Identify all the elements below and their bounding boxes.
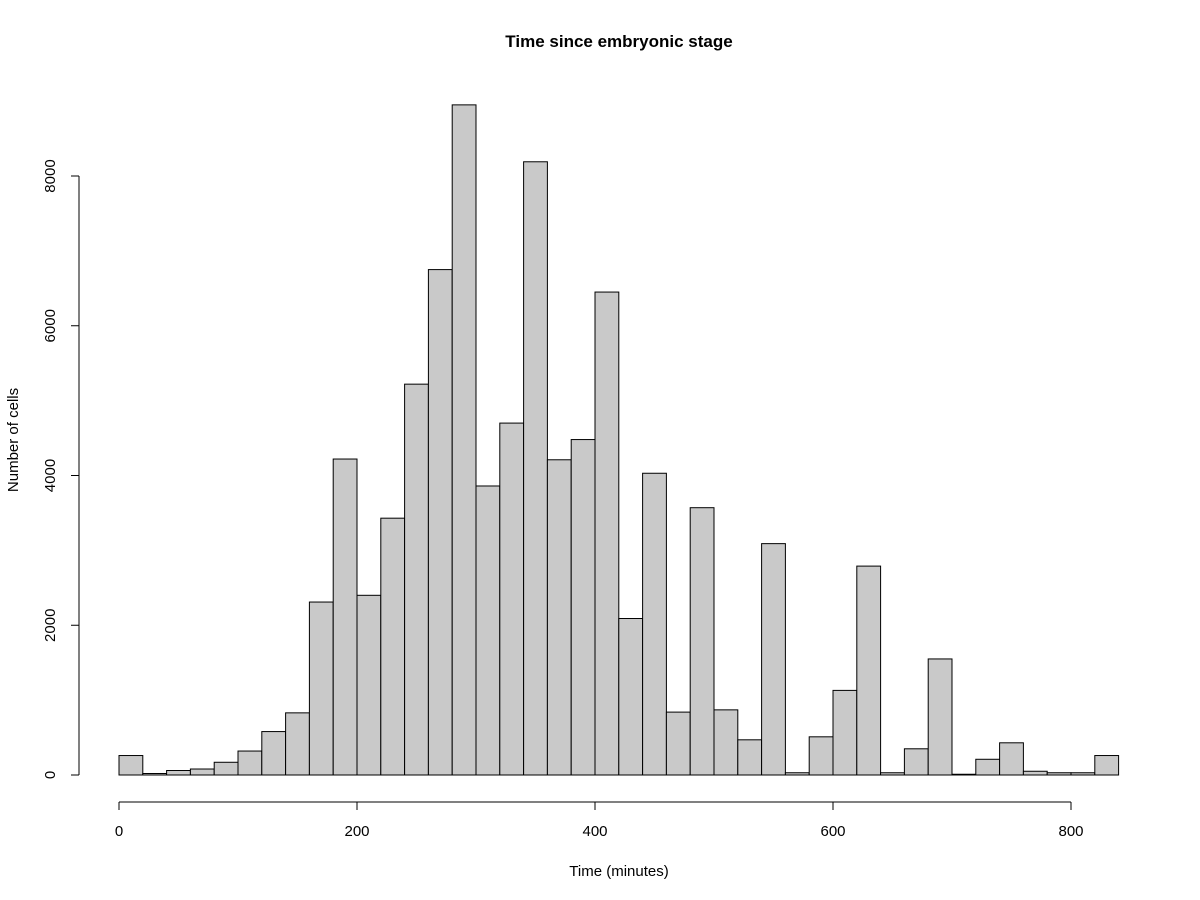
histogram-bar (570, 439, 596, 776)
histogram-bar (166, 770, 191, 776)
histogram-bar (261, 731, 287, 776)
x-tick-label: 600 (820, 823, 845, 840)
histogram-bar (451, 104, 477, 776)
y-tick-label: 8000 (42, 159, 59, 192)
histogram-bar (285, 712, 310, 776)
histogram-bar (332, 458, 358, 776)
histogram-bar (1070, 772, 1096, 776)
histogram-bar (951, 773, 977, 776)
histogram-bar (737, 739, 763, 776)
histogram-bar (189, 768, 215, 776)
histogram-bar (975, 758, 1001, 776)
histogram-bar (1046, 772, 1072, 776)
y-tick-label: 2000 (42, 609, 59, 642)
histogram-bar (999, 742, 1024, 776)
histogram-bar (404, 383, 429, 776)
histogram-bar (308, 601, 334, 776)
histogram-bar (594, 291, 620, 776)
histogram-bar (618, 618, 644, 776)
x-axis: 0 200 400 600 800 (115, 801, 1084, 840)
x-tick-label: 0 (115, 823, 123, 840)
histogram-bar (523, 161, 548, 776)
histogram-bar (213, 761, 239, 776)
histogram-bar (642, 472, 667, 776)
histogram-bar (1094, 755, 1120, 776)
histogram-bar (475, 485, 501, 776)
histogram-bar (927, 658, 953, 776)
histogram-bar (427, 269, 453, 776)
histogram-bar (808, 736, 834, 776)
histogram-bar (142, 773, 168, 776)
histogram-bar (713, 709, 739, 776)
histogram-bar (546, 459, 572, 776)
histogram-bar (880, 772, 905, 776)
x-tick-label: 800 (1058, 823, 1083, 840)
histogram-bar (118, 755, 144, 776)
histogram-bar (380, 517, 406, 776)
x-tick-label: 200 (344, 823, 369, 840)
histogram-bar (903, 748, 929, 776)
x-tick-label: 400 (582, 823, 607, 840)
histogram-bar (761, 543, 786, 776)
histogram-bar (665, 711, 691, 776)
y-tick-label: 0 (42, 771, 59, 779)
bars-group (118, 104, 1120, 776)
y-tick-label: 6000 (42, 309, 59, 342)
histogram-bar (832, 689, 858, 776)
chart-title: Time since embryonic stage (505, 32, 732, 51)
histogram-bar (784, 772, 810, 776)
x-axis-label: Time (minutes) (569, 863, 668, 880)
histogram-bar (356, 594, 382, 776)
histogram-bar (1022, 770, 1048, 776)
y-axis-label: Number of cells (5, 388, 22, 492)
histogram-bar (499, 422, 525, 776)
y-tick-label: 4000 (42, 459, 59, 492)
y-axis: 0 2000 4000 6000 8000 (42, 159, 80, 779)
histogram-bar (237, 750, 263, 776)
histogram-bar (689, 507, 715, 776)
histogram-bar (856, 565, 882, 776)
